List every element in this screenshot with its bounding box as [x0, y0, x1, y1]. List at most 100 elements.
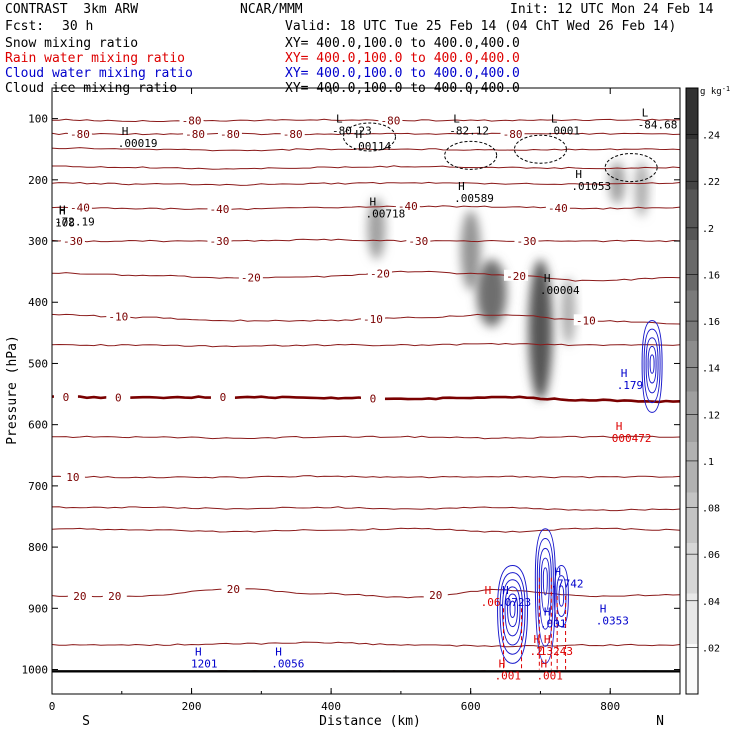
- extreme-marker-value: .7742: [550, 578, 583, 591]
- isotherm-label-bg: [207, 203, 232, 215]
- extreme-marker-letter: H: [356, 128, 363, 141]
- cloud-water-contour: [649, 354, 655, 374]
- extreme-marker-value: .06: [481, 596, 501, 609]
- extreme-marker-letter: L: [642, 107, 649, 120]
- isotherm-label: -80: [380, 114, 400, 127]
- isotherm-label: -20: [241, 271, 261, 284]
- extreme-marker-letter: H: [544, 272, 551, 285]
- y-tick-label: 100: [28, 113, 48, 126]
- isotherm-label: -30: [408, 235, 428, 248]
- isotherm-label-bg: [217, 127, 242, 139]
- x-tick-label: 200: [182, 700, 202, 713]
- isotherm-label-bg: [238, 271, 263, 283]
- colorbar-tick-label: .06: [702, 550, 720, 561]
- extreme-marker-value: .2: [529, 645, 542, 658]
- forecast-label: Fcst:: [5, 19, 45, 34]
- colorbar-tick-label: .02: [702, 643, 720, 654]
- colorbar-bin: [686, 593, 698, 644]
- cloud-water-contour: [542, 567, 548, 596]
- cloud-water-contour: [553, 564, 569, 628]
- extreme-marker-letter: H: [544, 633, 551, 646]
- field-rain-xy: XY= 400.0,100.0 to 400.0,400.0: [285, 51, 520, 66]
- isotherm-label: 0: [220, 391, 227, 404]
- isotherm-label: -10: [108, 311, 128, 324]
- isotherm-line: [52, 205, 680, 211]
- isotherm-label-bg: [67, 127, 92, 139]
- cloud-ice-contour: [342, 122, 396, 152]
- y-axis-label: Pressure (hPa): [5, 335, 20, 445]
- isotherm-label: -80: [185, 128, 205, 141]
- extreme-marker-value: .001: [495, 670, 521, 683]
- isotherm-line: [52, 270, 680, 282]
- extreme-marker-letter: H: [554, 566, 561, 579]
- isotherm-line: [52, 132, 680, 136]
- isotherm-label-bg: [207, 235, 232, 247]
- extreme-marker-value: .0353: [596, 614, 629, 627]
- isotherm-label-bg: [210, 391, 235, 403]
- cloud-water-contour: [645, 337, 659, 394]
- extreme-marker-letter: H: [122, 125, 129, 138]
- isotherm-label: -40: [548, 202, 568, 215]
- field-snow-xy: XY= 400.0,100.0 to 400.0,400.0: [285, 36, 520, 51]
- colorbar-tick-label: .08: [702, 504, 720, 515]
- extreme-marker-value: .0723: [498, 596, 531, 609]
- isotherm-label-bg: [514, 235, 539, 247]
- isotherm-label: 10: [66, 471, 79, 484]
- colorbar-bin: [686, 88, 698, 139]
- x-tick-label: 400: [321, 700, 341, 713]
- isotherm-line: [52, 641, 680, 648]
- colorbar-tick-label: .16: [702, 270, 720, 281]
- isotherm-label: 20: [429, 589, 442, 602]
- isotherm-label-bg: [60, 470, 85, 482]
- extreme-marker-letter: H: [59, 205, 66, 218]
- extreme-marker-letter: H: [575, 168, 582, 181]
- extreme-marker-value: -80.23: [332, 125, 372, 138]
- snow-plume: [528, 259, 553, 401]
- y-tick-label: 700: [28, 480, 48, 493]
- isotherm-label-bg: [360, 392, 385, 404]
- isotherm-label-bg: [360, 312, 385, 324]
- colorbar-tick-label: .22: [702, 177, 720, 188]
- isotherm-label: 0: [370, 392, 377, 405]
- chart-title: CONTRAST 3km ARW: [5, 2, 139, 17]
- extreme-marker-letter: H: [275, 645, 282, 658]
- extreme-marker-value: .01053: [571, 180, 611, 193]
- extreme-marker-letter: H: [540, 658, 547, 671]
- colorbar-tick-label: .04: [702, 597, 720, 608]
- cloud-ice-contour: [444, 140, 498, 170]
- extreme-marker-value: 1201: [191, 657, 218, 670]
- forecast-hour: 30 h: [62, 19, 94, 34]
- extreme-marker-letter: H: [502, 584, 509, 597]
- isotherm-label-bg: [67, 201, 92, 213]
- field-snow-name: Snow mixing ratio: [5, 36, 139, 51]
- y-tick-label: 500: [28, 357, 48, 370]
- extreme-marker-value: -82.12: [449, 125, 489, 138]
- cloud-water-contour: [507, 593, 519, 628]
- colorbar-bin: [686, 138, 698, 190]
- isotherm-line: [52, 147, 680, 152]
- colorbar-unit: g kg-1: [700, 85, 730, 97]
- y-tick-label: 300: [28, 235, 48, 248]
- extreme-marker-value: -72.19: [55, 215, 95, 228]
- colorbar-bin: [686, 239, 698, 291]
- y-tick-label: 200: [28, 174, 48, 187]
- extreme-marker-letter: H: [369, 195, 376, 208]
- snow-plume: [476, 259, 507, 327]
- isotherm-label-bg: [106, 310, 131, 322]
- isotherm-line: [52, 238, 680, 243]
- extreme-marker-value: .001: [536, 670, 563, 683]
- extreme-marker-value: .0056: [271, 657, 304, 670]
- extreme-marker-value: .00004: [540, 284, 580, 297]
- snow-plume: [460, 210, 481, 290]
- cloud-water-contour: [536, 538, 554, 647]
- x-tick-label: 0: [49, 700, 56, 713]
- cloud-water-contour: [540, 557, 550, 613]
- isotherm-label: 20: [73, 590, 86, 603]
- extreme-marker-value: 000472: [612, 432, 652, 445]
- x-tick-label: 800: [600, 700, 620, 713]
- extreme-marker-letter: L: [336, 113, 343, 126]
- snow-plume: [561, 277, 576, 346]
- isotherm-label: 20: [108, 590, 121, 603]
- isotherm-label-bg: [280, 127, 305, 139]
- isotherm-label: -30: [517, 235, 537, 248]
